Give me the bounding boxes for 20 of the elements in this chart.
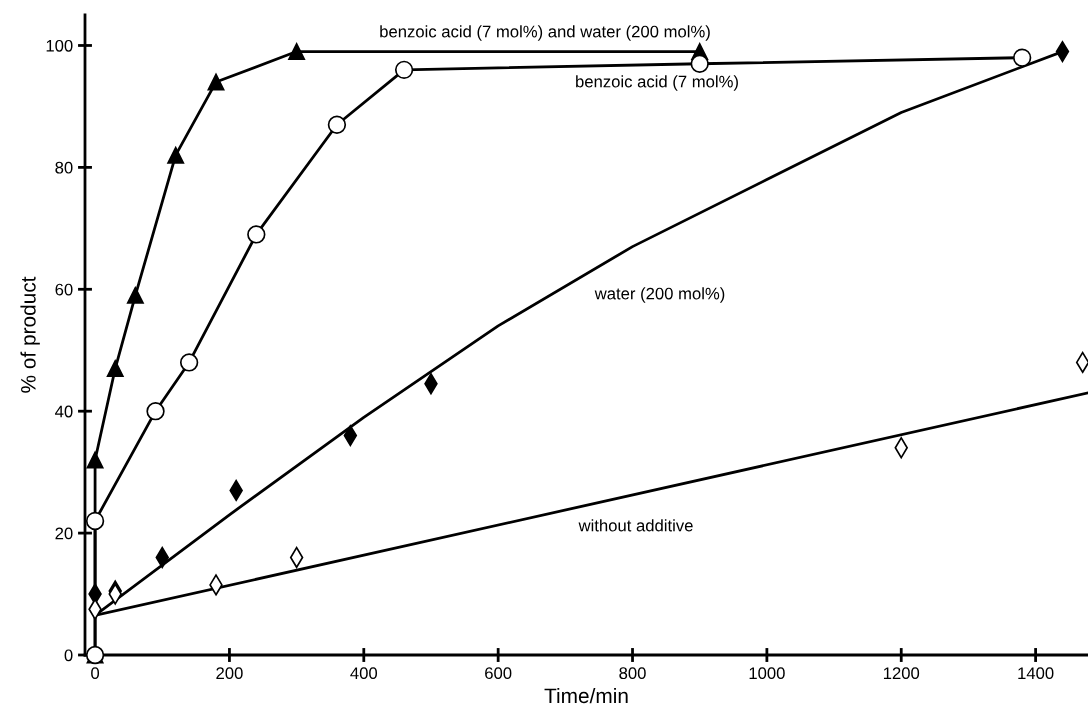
y-axis-title: % of product [20,276,40,393]
y-tick-label: 20 [55,527,73,540]
x-tick-label: 200 [216,667,243,680]
annotation: benzoic acid (7 mol%) and water (200 mol%) [380,25,710,41]
x-tick-label: 1200 [883,667,920,680]
x-tick-label: 1000 [749,667,785,680]
y-tick-label: 0 [64,649,73,662]
x-tick-label: 0 [91,667,100,680]
y-tick-label: 100 [46,39,73,52]
x-tick-label: 400 [350,667,378,680]
annotation: without additive [578,519,693,532]
x-tick-label: 800 [619,667,646,680]
x-axis-title: Time/min [544,687,628,704]
y-tick-label: 80 [55,161,73,174]
x-tick-label: 1400 [1018,667,1054,680]
x-tick-label: 600 [485,667,512,680]
y-tick-label: 40 [55,405,73,418]
annotation: benzoic acid (7 mol%) [576,75,738,91]
annotation: water (200 mol%) [594,287,725,303]
y-tick-label: 60 [55,283,73,296]
